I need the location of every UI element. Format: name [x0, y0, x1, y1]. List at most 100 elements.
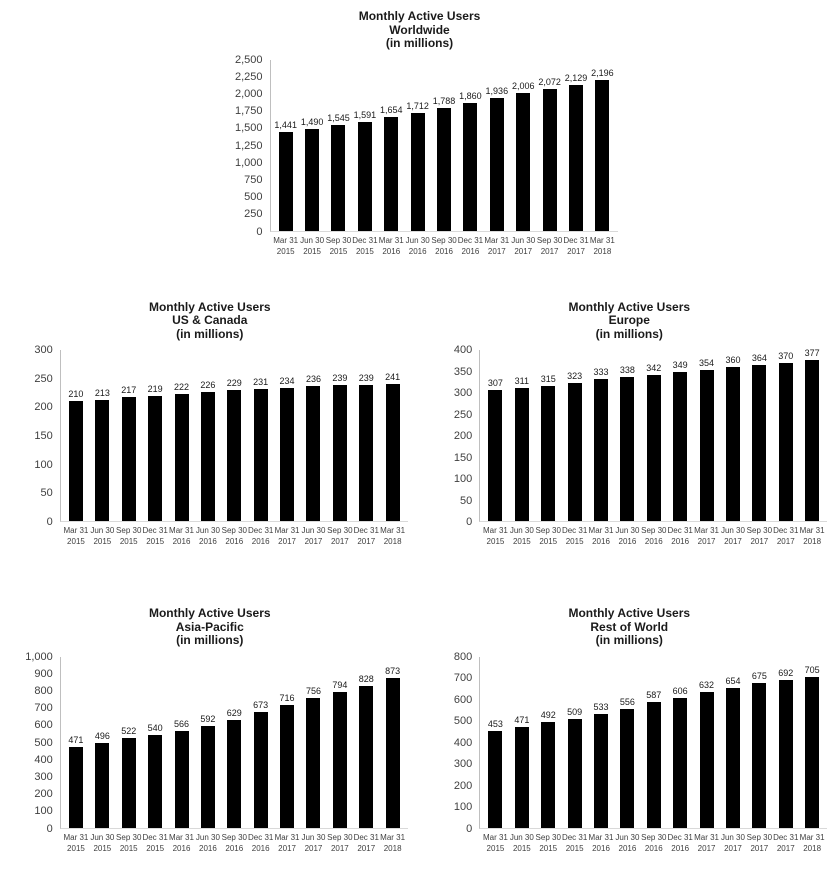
bar-rect [332, 691, 347, 828]
x-tick-label: Dec 31 2016 [667, 832, 693, 853]
y-tick-label: 50 [40, 487, 53, 500]
bar: 471 [63, 657, 89, 828]
x-tick-label: Sep 30 2016 [641, 526, 667, 546]
bar-rect [567, 718, 582, 828]
plot-area: 1,441 1,490 1,545 1,591 1,654 1,712 1,788 1,860… [269, 59, 618, 232]
x-axis-spacer [431, 522, 480, 547]
bar-rect [148, 735, 163, 828]
y-tick-label: 400 [453, 736, 473, 749]
bar: 360 [720, 350, 746, 521]
x-tick-label: Mar 31 2015 [273, 235, 299, 256]
bar: 349 [667, 350, 693, 521]
bars: 210 213 217 219 222 226 229 231 234 236 239 239 241 [61, 350, 408, 521]
bar-value-label: 1,860 [459, 91, 482, 102]
bar-rect [646, 374, 661, 521]
y-axis: 0 100 200 300 400 500 600 700 800 [431, 651, 479, 835]
x-tick-label: Dec 31 2017 [773, 526, 799, 546]
plot-area: 210 213 217 219 222 226 229 231 234 236 239 239 241 [59, 350, 408, 522]
y-axis: 0 100 200 300 400 500 600 700 800 900 1,000 [12, 651, 60, 835]
bar-rect [594, 378, 608, 521]
bar-value-label: 2,006 [511, 81, 535, 92]
chart-title: Monthly Active Users US & Canada (in mil… [12, 299, 408, 342]
x-tick-label: Mar 31 2018 [589, 235, 615, 256]
y-tick-label: 600 [453, 693, 473, 706]
bar-rect [778, 679, 793, 828]
bar: 315 [535, 350, 561, 521]
y-tick-label: 300 [453, 387, 473, 399]
bar-value-label: 705 [804, 664, 820, 675]
x-tick-label: Mar 31 2018 [799, 526, 825, 546]
x-tick-label: Jun 30 2015 [509, 832, 534, 853]
y-tick-label: 150 [453, 451, 473, 464]
y-tick-label: 200 [34, 788, 53, 801]
bottom-row: Monthly Active Users Asia-Pacific (in mi… [0, 606, 839, 854]
bar-value-label: 632 [699, 680, 715, 691]
x-tick-label: Jun 30 2015 [509, 526, 534, 546]
x-tick-label: Mar 31 2018 [380, 526, 406, 546]
bar-rect [595, 80, 610, 231]
y-tick-label: 500 [244, 191, 263, 204]
bar: 533 [588, 657, 614, 828]
bar: 794 [327, 657, 353, 828]
bar: 1,860 [457, 60, 483, 231]
x-tick-label: Dec 31 2016 [248, 832, 274, 853]
x-tick-label: Mar 31 2018 [380, 832, 406, 853]
x-tick-label: Dec 31 2016 [457, 235, 484, 256]
chart-title: Monthly Active Users Rest of World (in m… [431, 606, 827, 648]
bar: 509 [561, 657, 587, 828]
chart-title: Monthly Active Users Asia-Pacific (in mi… [12, 606, 408, 648]
x-axis-labels: Mar 31 2015 Jun 30 2015 Sep 30 2015 Dec 31 2015… [61, 829, 408, 854]
plot-area: 453 471 492 509 533 556 587 606 632 654 675 692 705 [479, 656, 828, 829]
bar-rect [463, 103, 478, 231]
x-tick-label: Mar 31 2016 [378, 235, 404, 256]
y-tick-label: 700 [34, 702, 53, 715]
y-axis: 0 50 100 150 200 250 300 [12, 344, 60, 528]
bar-value-label: 342 [646, 362, 662, 373]
y-tick-label: 900 [34, 667, 53, 680]
bar-value-label: 716 [279, 693, 295, 704]
x-tick-label: Jun 30 2016 [405, 235, 430, 256]
bar: 311 [509, 350, 535, 521]
bar-rect [673, 697, 688, 828]
bar-value-label: 1,712 [406, 101, 429, 112]
x-tick-label: Mar 31 2017 [694, 526, 720, 546]
x-tick-label: Dec 31 2017 [353, 526, 379, 546]
bar: 705 [799, 657, 825, 828]
bar-value-label: 234 [279, 375, 295, 386]
x-tick-label: Sep 30 2017 [327, 832, 353, 853]
y-tick-label: 400 [453, 344, 473, 356]
bar-rect [725, 367, 740, 521]
bar: 1,936 [484, 60, 510, 231]
bar-rect [384, 117, 399, 231]
x-tick-label: Sep 30 2016 [641, 832, 667, 853]
bar-rect [489, 98, 504, 231]
bar-rect [305, 128, 320, 231]
bar-rect [359, 685, 374, 828]
bar: 716 [274, 657, 300, 828]
bar-value-label: 236 [305, 374, 321, 385]
bar: 2,196 [589, 60, 615, 231]
chart-title-units: (in millions) [176, 633, 244, 647]
bar-rect [174, 730, 189, 828]
bar-value-label: 239 [332, 372, 348, 383]
x-tick-label: Jun 30 2017 [511, 235, 536, 256]
bar-rect [200, 392, 215, 521]
chart-title-line1: Monthly Active Users [568, 299, 691, 314]
x-tick-label: Jun 30 2017 [720, 526, 745, 546]
y-tick-label: 800 [453, 650, 473, 663]
chart-title-line1: Monthly Active Users [148, 299, 271, 314]
bar-rect [488, 730, 503, 828]
bar-rect [385, 678, 400, 828]
bar: 364 [746, 350, 772, 521]
middle-row: Monthly Active Users US & Canada (in mil… [0, 299, 839, 548]
bar-value-label: 1,441 [274, 119, 297, 130]
y-tick-label: 1,750 [234, 105, 263, 118]
bar: 592 [195, 657, 221, 828]
bar-value-label: 241 [385, 371, 401, 382]
bar: 1,591 [352, 60, 378, 231]
bar-rect [752, 365, 767, 521]
y-tick-label: 1,000 [234, 156, 263, 169]
bar-value-label: 2,129 [564, 72, 588, 83]
bar: 342 [641, 350, 667, 521]
bar-rect [805, 676, 820, 828]
